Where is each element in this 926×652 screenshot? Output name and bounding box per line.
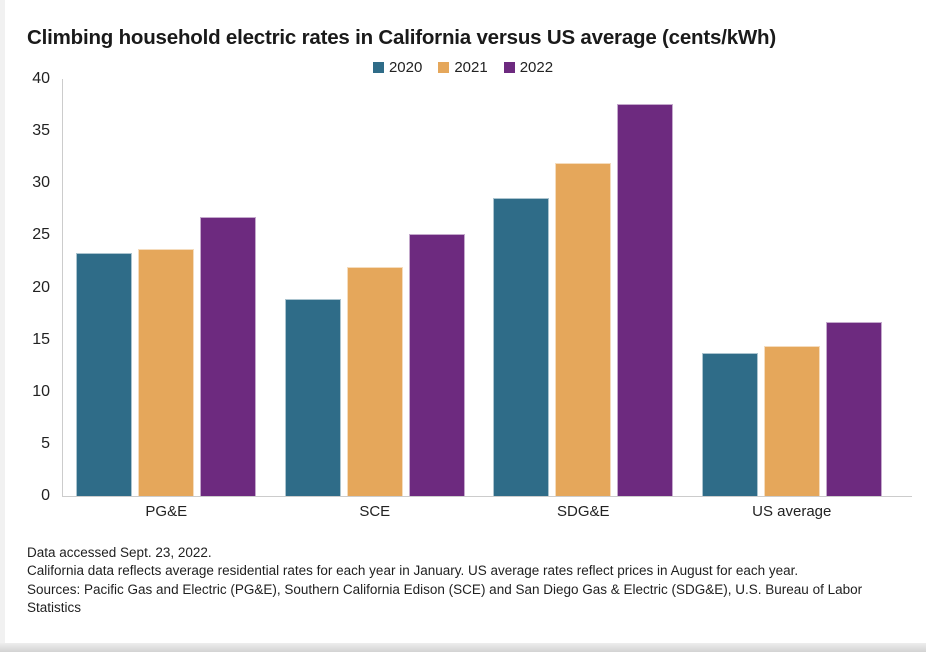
y-tick-label-5: 5 [41, 434, 50, 452]
left-edge-strip [0, 0, 5, 652]
legend-label: 2021 [454, 59, 488, 76]
chart-footer: Data accessed Sept. 23, 2022. California… [27, 544, 885, 617]
legend-item-2020: 2020 [372, 59, 423, 76]
bar-SCE-2022 [408, 234, 465, 496]
legend-swatch-icon [438, 62, 450, 73]
bar-US average-2021 [763, 345, 820, 496]
y-axis-line [62, 79, 63, 497]
footer-note-sources: Sources: Pacific Gas and Electric (PG&E)… [27, 581, 863, 615]
y-tick-label-40: 40 [32, 70, 50, 87]
chart-title: Climbing household electric rates in Cal… [27, 25, 777, 49]
legend-label: 2020 [388, 59, 423, 76]
y-tick-label-25: 25 [32, 226, 50, 244]
bar-group-US average [701, 79, 882, 496]
x-category-label-US average: US average [752, 503, 832, 520]
bar-group-PG&E [76, 79, 257, 496]
y-tick-label-15: 15 [32, 330, 50, 348]
footer-note-accessed: Data accessed Sept. 23, 2022. [27, 545, 212, 560]
bar-SCE-2020 [284, 298, 341, 496]
chart-legend: 2020 2021 2022 [0, 59, 926, 76]
bar-SDG&E-2022 [617, 104, 674, 496]
bar-SDG&E-2021 [555, 163, 612, 496]
x-axis-line [62, 496, 912, 497]
y-tick-label-0: 0 [41, 487, 50, 504]
legend-label: 2022 [519, 59, 554, 76]
legend-item-2022: 2022 [503, 59, 554, 76]
x-category-label-PG&E: PG&E [145, 503, 188, 520]
y-tick-label-35: 35 [32, 122, 50, 140]
bar-PG&E-2020 [76, 253, 133, 496]
bar-SDG&E-2020 [493, 197, 550, 496]
bar-US average-2022 [825, 321, 882, 496]
legend-item-2021: 2021 [438, 59, 488, 76]
bar-PG&E-2021 [138, 248, 195, 496]
y-tick-label-20: 20 [32, 278, 50, 296]
x-category-label-SCE: SCE [359, 503, 391, 520]
bar-US average-2020 [701, 353, 758, 496]
bar-PG&E-2022 [200, 216, 257, 496]
x-category-label-SDG&E: SDG&E [556, 503, 610, 520]
legend-swatch-icon [503, 62, 515, 73]
footer-note-methodology: California data reflects average residen… [27, 563, 799, 579]
bar-SCE-2021 [346, 266, 403, 496]
legend-swatch-icon [372, 62, 384, 73]
y-tick-label-10: 10 [32, 382, 50, 400]
y-tick-label-30: 30 [32, 174, 50, 192]
bottom-edge-strip [0, 643, 926, 652]
bar-group-SDG&E [493, 79, 674, 496]
bar-group-SCE [284, 79, 465, 496]
